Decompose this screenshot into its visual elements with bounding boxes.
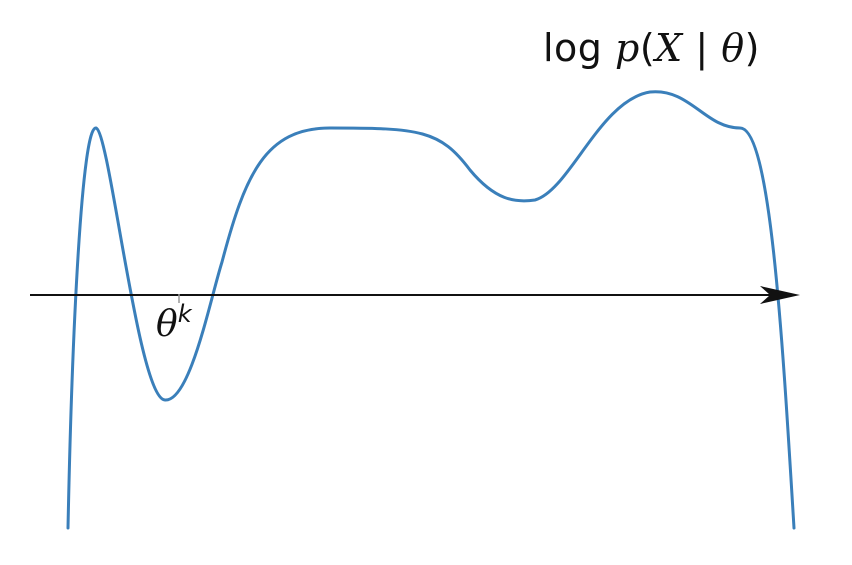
curve-label-close-paren: )	[744, 26, 760, 70]
axis-arrowhead	[760, 286, 800, 304]
curve-label-p: p	[615, 26, 640, 70]
curve-label-open-paren: (	[639, 26, 656, 70]
theta-k-label: θk	[156, 300, 192, 345]
log-likelihood-curve	[66, 90, 796, 530]
theta-k-superscript: k	[177, 300, 192, 328]
curve-label: log p(X | θ)	[543, 26, 760, 70]
curve-label-theta: θ	[721, 26, 745, 70]
curve-label-log: log	[543, 26, 616, 70]
curve-label-bar: |	[682, 26, 722, 70]
theta-k-symbol: θ	[156, 304, 178, 345]
curve-label-x: X	[655, 26, 683, 70]
